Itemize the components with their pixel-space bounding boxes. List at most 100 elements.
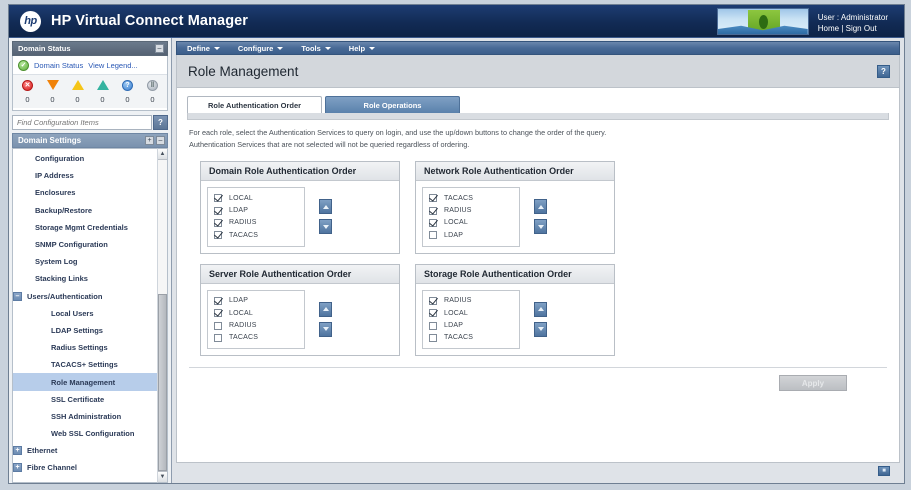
scroll-down-icon[interactable]: ▼ [158,471,167,482]
sidebar-item-system-log[interactable]: System Log [13,253,157,270]
sidebar-item-label: Backup/Restore [35,205,93,215]
move-up-icon[interactable] [534,301,547,317]
checkbox-local[interactable] [429,309,437,318]
menu-help[interactable]: Help [339,42,383,54]
scroll-thumb[interactable] [158,293,167,471]
checkbox-ldap[interactable] [214,296,222,305]
move-up-icon[interactable] [319,199,332,215]
major-alert-icon[interactable] [44,80,62,91]
sidebar-item-ip-address[interactable]: IP Address [13,167,157,184]
checkbox-tacacs[interactable] [429,333,437,342]
checkbox-tacacs[interactable] [214,231,222,240]
scroll-track[interactable] [158,160,167,471]
domain-status-link[interactable]: Domain Status [34,61,84,70]
auth-service-row[interactable]: TACACS [214,332,302,344]
expand-node-icon[interactable]: + [13,463,22,473]
auth-service-row[interactable]: LDAP [429,229,517,241]
sidebar-item-snmp-configuration[interactable]: SNMP Configuration [13,236,157,253]
checkbox-ldap[interactable] [214,206,222,215]
sidebar-item-ssh-administration[interactable]: SSH Administration [13,408,157,425]
move-down-icon[interactable] [534,219,547,235]
move-down-icon[interactable] [319,321,332,337]
auth-service-row[interactable]: LOCAL [214,192,302,204]
search-row: ? [12,115,168,130]
body-split: Domain Status – ✓ Domain Status View Leg… [9,38,904,483]
auth-service-row[interactable]: LDAP [214,295,302,307]
sidebar-item-storage-mgmt-credentials[interactable]: Storage Mgmt Credentials [13,219,157,236]
auth-service-row[interactable]: RADIUS [429,204,517,216]
move-down-icon[interactable] [319,219,332,235]
sidebar-item-enclosures[interactable]: Enclosures [13,184,157,201]
normal-status-icon[interactable] [94,80,112,91]
expand-all-icon[interactable]: + [145,136,154,145]
sidebar-item-ldap-settings[interactable]: LDAP Settings [13,322,157,339]
checkbox-ldap[interactable] [429,321,437,330]
role-box-title: Storage Role Authentication Order [416,264,614,284]
checkbox-tacacs[interactable] [214,333,222,342]
checkbox-radius[interactable] [214,321,222,330]
auth-service-row[interactable]: LOCAL [429,307,517,319]
sidebar-scrollbar[interactable]: ▲ ▼ [157,148,168,483]
sidebar-item-users-authentication[interactable]: – Users/Authentication [13,288,157,305]
status-count: 0 [125,95,130,104]
search-input[interactable] [12,115,152,130]
collapse-node-icon[interactable]: – [13,291,22,301]
search-go-icon[interactable]: ? [153,115,168,130]
role-box-body: RADIUS LOCAL LDAP TACACS [416,284,614,356]
sidebar-item-stacking-links[interactable]: Stacking Links [13,270,157,287]
move-up-icon[interactable] [319,301,332,317]
user-links[interactable]: Home | Sign Out [817,24,877,33]
auth-service-row[interactable]: LOCAL [214,307,302,319]
critical-error-icon[interactable]: ✕ [19,80,37,91]
minor-warning-icon[interactable] [69,80,87,91]
info-icon[interactable]: ? [119,80,137,91]
menu-tools[interactable]: Tools [291,42,338,54]
tab-role-authentication-order[interactable]: Role Authentication Order [187,96,322,113]
view-legend-link[interactable]: View Legend... [88,61,138,70]
status-count: 0 [50,95,55,104]
scroll-up-icon[interactable]: ▲ [158,149,167,160]
collapse-all-icon[interactable]: – [156,136,165,145]
auth-service-row[interactable]: TACACS [429,192,517,204]
checkbox-local[interactable] [214,309,222,318]
menu-configure[interactable]: Configure [228,42,291,54]
auth-service-row[interactable]: RADIUS [214,217,302,229]
auth-service-row[interactable]: TACACS [214,229,302,241]
sidebar-item-ssl-certificate[interactable]: SSL Certificate [13,391,157,408]
auth-service-row[interactable]: LDAP [214,204,302,216]
auth-service-row[interactable]: LOCAL [429,217,517,229]
sidebar-item-configuration[interactable]: Configuration [13,150,157,167]
auth-service-row[interactable]: RADIUS [429,295,517,307]
domain-status-summary: ✓ Domain Status View Legend... [13,59,167,74]
sidebar-item-role-management[interactable]: Role Management [13,373,157,391]
unknown-status-icon[interactable]: ‖ [144,80,162,91]
sidebar-item-fibre-channel[interactable]: + Fibre Channel [13,459,157,476]
move-up-icon[interactable] [534,199,547,215]
sidebar-item-ethernet[interactable]: + Ethernet [13,442,157,459]
sidebar-item-radius-settings[interactable]: Radius Settings [13,339,157,356]
menu-bar: Define Configure Tools Help [176,41,900,55]
checkbox-local[interactable] [214,194,222,203]
sidebar-item-web-ssl-configuration[interactable]: Web SSL Configuration [13,425,157,442]
sidebar-item-tacacs-settings[interactable]: TACACS+ Settings [13,356,157,373]
apply-button[interactable]: Apply [779,375,847,392]
auth-service-row[interactable]: LDAP [429,319,517,331]
help-icon[interactable]: ? [877,64,890,78]
checkbox-ldap[interactable] [429,231,437,240]
reorder-buttons [534,187,547,247]
tab-role-operations[interactable]: Role Operations [325,96,460,113]
sidebar-item-backup-restore[interactable]: Backup/Restore [13,202,157,219]
connection-status-icon[interactable]: ■ [878,466,890,476]
auth-service-row[interactable]: RADIUS [214,319,302,331]
expand-node-icon[interactable]: + [13,446,22,456]
checkbox-tacacs[interactable] [429,194,437,203]
checkbox-radius[interactable] [429,296,437,305]
move-down-icon[interactable] [534,321,547,337]
checkbox-local[interactable] [429,218,437,227]
minus-icon[interactable]: – [155,44,164,53]
sidebar-item-local-users[interactable]: Local Users [13,305,157,322]
auth-service-row[interactable]: TACACS [429,332,517,344]
menu-define[interactable]: Define [177,42,228,54]
checkbox-radius[interactable] [214,218,222,227]
checkbox-radius[interactable] [429,206,437,215]
